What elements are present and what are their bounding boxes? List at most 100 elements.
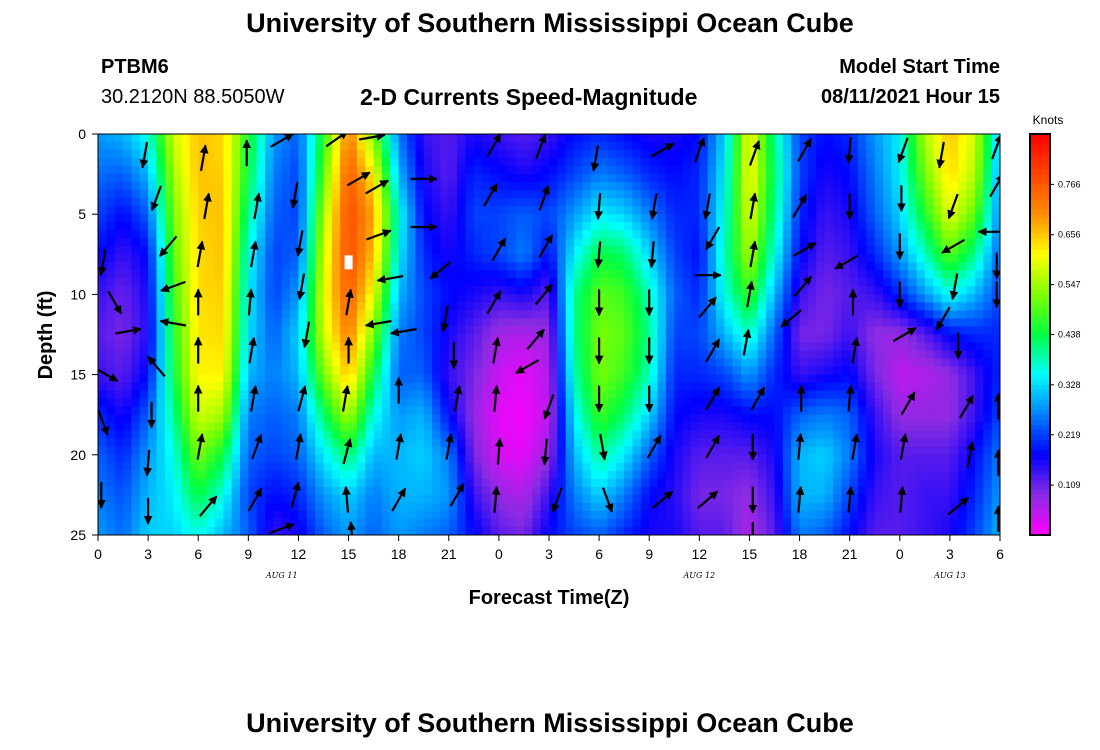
heat-cell	[507, 222, 517, 231]
heat-cell	[206, 214, 216, 223]
heat-cell	[791, 254, 801, 263]
heat-cell	[665, 174, 675, 183]
heat-cell	[507, 422, 517, 432]
heat-cell	[707, 134, 717, 143]
heat-cell	[214, 254, 224, 263]
heat-cell	[523, 422, 533, 432]
heat-cell	[181, 374, 191, 384]
heat-cell	[849, 134, 859, 143]
heat-cell	[498, 150, 508, 159]
heat-cell	[239, 286, 249, 295]
heat-cell	[824, 166, 834, 175]
heat-cell	[841, 518, 851, 528]
heat-cell	[490, 190, 500, 199]
heat-cell	[782, 310, 792, 320]
heat-cell	[807, 134, 817, 143]
heat-cell	[139, 414, 149, 424]
heat-cell	[874, 134, 884, 143]
heat-cell	[741, 422, 751, 432]
heat-cell	[716, 478, 725, 488]
heat-cell	[482, 510, 492, 520]
heat-cell	[465, 246, 475, 255]
heat-cell	[114, 326, 124, 336]
heat-cell	[632, 150, 642, 159]
heat-cell	[189, 454, 199, 464]
heat-cell	[231, 166, 241, 175]
heat-cell	[123, 182, 133, 191]
heat-cell	[774, 502, 784, 512]
heat-cell	[231, 198, 241, 207]
heat-cell	[858, 142, 867, 151]
heat-cell	[114, 390, 124, 400]
heat-cell	[866, 398, 876, 408]
heat-cell	[498, 174, 508, 183]
heat-cell	[465, 182, 475, 191]
heat-cell	[782, 422, 792, 432]
heat-cell	[440, 446, 450, 456]
heat-cell	[607, 214, 617, 223]
heat-cell	[164, 414, 174, 424]
heat-cell	[724, 150, 734, 159]
heat-cell	[223, 174, 233, 183]
heat-cell	[432, 430, 442, 440]
heat-cell	[690, 222, 700, 231]
heat-cell	[883, 510, 893, 520]
heat-cell	[849, 454, 859, 464]
heat-cell	[649, 182, 659, 191]
heat-cell	[749, 390, 759, 400]
heat-cell	[265, 342, 274, 352]
heat-cell	[699, 454, 709, 464]
heat-cell	[290, 246, 300, 255]
heat-cell	[599, 302, 609, 312]
heat-cell	[482, 150, 492, 159]
heat-cell	[549, 494, 558, 504]
heat-cell	[607, 182, 617, 191]
heat-cell	[582, 310, 592, 320]
heat-cell	[281, 502, 291, 512]
heat-cell	[173, 454, 183, 464]
heat-cell	[816, 446, 826, 456]
heat-cell	[841, 398, 851, 408]
heat-cell	[883, 454, 893, 464]
heat-cell	[590, 294, 600, 304]
heat-cell	[724, 134, 734, 143]
heat-cell	[690, 142, 700, 151]
heat-cell	[732, 166, 742, 175]
heat-cell	[223, 190, 233, 199]
heat-cell	[198, 310, 208, 320]
heat-cell	[507, 438, 517, 448]
heat-cell	[824, 510, 834, 520]
heat-cell	[807, 502, 817, 512]
heat-cell	[724, 238, 734, 247]
heat-cell	[381, 414, 391, 424]
heat-cell	[574, 454, 584, 464]
heat-cell	[281, 494, 291, 504]
heat-cell	[674, 270, 684, 279]
heat-cell	[732, 398, 742, 408]
heat-cell	[298, 438, 308, 448]
heat-cell	[114, 142, 124, 151]
heat-cell	[824, 342, 834, 352]
heat-cell	[106, 366, 116, 376]
heat-cell	[114, 382, 124, 392]
heat-cell	[432, 382, 442, 392]
heat-cell	[131, 190, 141, 199]
heat-cell	[440, 294, 450, 304]
heat-cell	[707, 166, 717, 175]
heat-cell	[490, 150, 500, 159]
heat-cell	[298, 494, 308, 504]
heat-cell	[407, 294, 416, 304]
heat-cell	[540, 350, 550, 360]
heat-cell	[490, 318, 500, 328]
heat-cell	[549, 158, 558, 167]
heat-cell	[599, 198, 609, 207]
heat-cell	[340, 182, 350, 191]
heat-cell	[106, 198, 116, 207]
heat-cell	[657, 302, 667, 312]
heat-cell	[690, 206, 700, 215]
heat-cell	[106, 502, 116, 512]
heat-cell	[699, 350, 709, 360]
heat-cell	[390, 230, 400, 239]
heat-cell	[624, 430, 634, 440]
heat-cell	[415, 358, 425, 368]
